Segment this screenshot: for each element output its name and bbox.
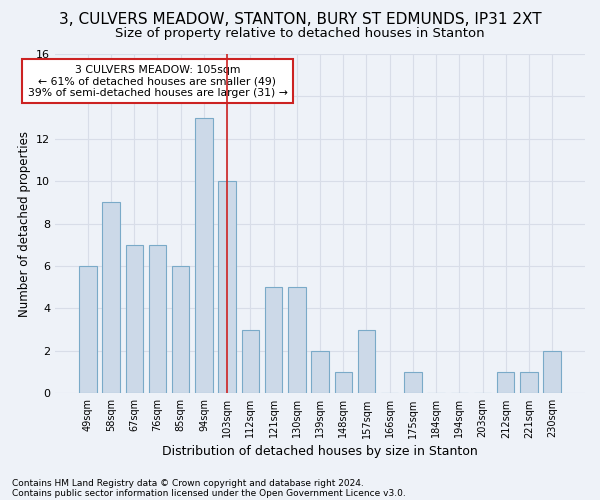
Bar — [172, 266, 190, 394]
Text: Contains public sector information licensed under the Open Government Licence v3: Contains public sector information licen… — [12, 488, 406, 498]
Bar — [404, 372, 422, 394]
Text: 3, CULVERS MEADOW, STANTON, BURY ST EDMUNDS, IP31 2XT: 3, CULVERS MEADOW, STANTON, BURY ST EDMU… — [59, 12, 541, 28]
X-axis label: Distribution of detached houses by size in Stanton: Distribution of detached houses by size … — [162, 444, 478, 458]
Text: Contains HM Land Registry data © Crown copyright and database right 2024.: Contains HM Land Registry data © Crown c… — [12, 478, 364, 488]
Text: 3 CULVERS MEADOW: 105sqm
← 61% of detached houses are smaller (49)
39% of semi-d: 3 CULVERS MEADOW: 105sqm ← 61% of detach… — [28, 64, 287, 98]
Bar — [218, 181, 236, 394]
Bar — [79, 266, 97, 394]
Bar — [242, 330, 259, 394]
Bar — [358, 330, 375, 394]
Bar — [265, 288, 282, 394]
Bar — [497, 372, 514, 394]
Bar — [311, 351, 329, 394]
Bar — [149, 245, 166, 394]
Bar — [103, 202, 120, 394]
Bar — [335, 372, 352, 394]
Bar — [544, 351, 561, 394]
Bar — [520, 372, 538, 394]
Text: Size of property relative to detached houses in Stanton: Size of property relative to detached ho… — [115, 28, 485, 40]
Bar — [288, 288, 305, 394]
Bar — [195, 118, 212, 394]
Bar — [125, 245, 143, 394]
Y-axis label: Number of detached properties: Number of detached properties — [17, 130, 31, 316]
